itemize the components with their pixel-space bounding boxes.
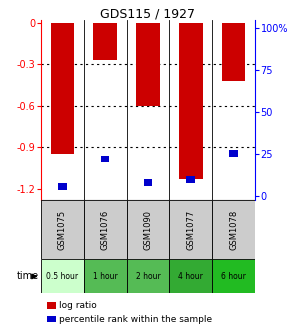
- Bar: [136, 23, 160, 106]
- Text: time: time: [17, 271, 39, 282]
- Bar: [229, 151, 238, 157]
- FancyBboxPatch shape: [84, 259, 127, 293]
- Bar: [144, 179, 152, 186]
- Text: 0.5 hour: 0.5 hour: [46, 272, 79, 281]
- Bar: [51, 23, 74, 154]
- Bar: [47, 316, 56, 323]
- Text: GSM1076: GSM1076: [101, 209, 110, 250]
- Text: percentile rank within the sample: percentile rank within the sample: [59, 314, 212, 324]
- Bar: [222, 23, 245, 81]
- FancyBboxPatch shape: [127, 259, 169, 293]
- Text: GSM1078: GSM1078: [229, 209, 238, 250]
- FancyBboxPatch shape: [41, 200, 84, 259]
- FancyBboxPatch shape: [169, 200, 212, 259]
- Bar: [186, 176, 195, 183]
- Text: 6 hour: 6 hour: [221, 272, 246, 281]
- Bar: [47, 302, 56, 309]
- FancyBboxPatch shape: [212, 259, 255, 293]
- Text: GSM1075: GSM1075: [58, 210, 67, 250]
- FancyBboxPatch shape: [212, 200, 255, 259]
- Bar: [179, 23, 202, 179]
- FancyBboxPatch shape: [169, 259, 212, 293]
- FancyBboxPatch shape: [84, 200, 127, 259]
- Text: 4 hour: 4 hour: [178, 272, 203, 281]
- Text: GSM1077: GSM1077: [186, 209, 195, 250]
- Bar: [101, 156, 110, 162]
- Text: 2 hour: 2 hour: [136, 272, 160, 281]
- Bar: [58, 183, 67, 190]
- FancyBboxPatch shape: [41, 259, 84, 293]
- Text: 1 hour: 1 hour: [93, 272, 117, 281]
- Bar: [93, 23, 117, 60]
- Text: log ratio: log ratio: [59, 301, 97, 310]
- FancyBboxPatch shape: [127, 200, 169, 259]
- Title: GDS115 / 1927: GDS115 / 1927: [100, 7, 195, 20]
- Text: GSM1090: GSM1090: [144, 210, 152, 250]
